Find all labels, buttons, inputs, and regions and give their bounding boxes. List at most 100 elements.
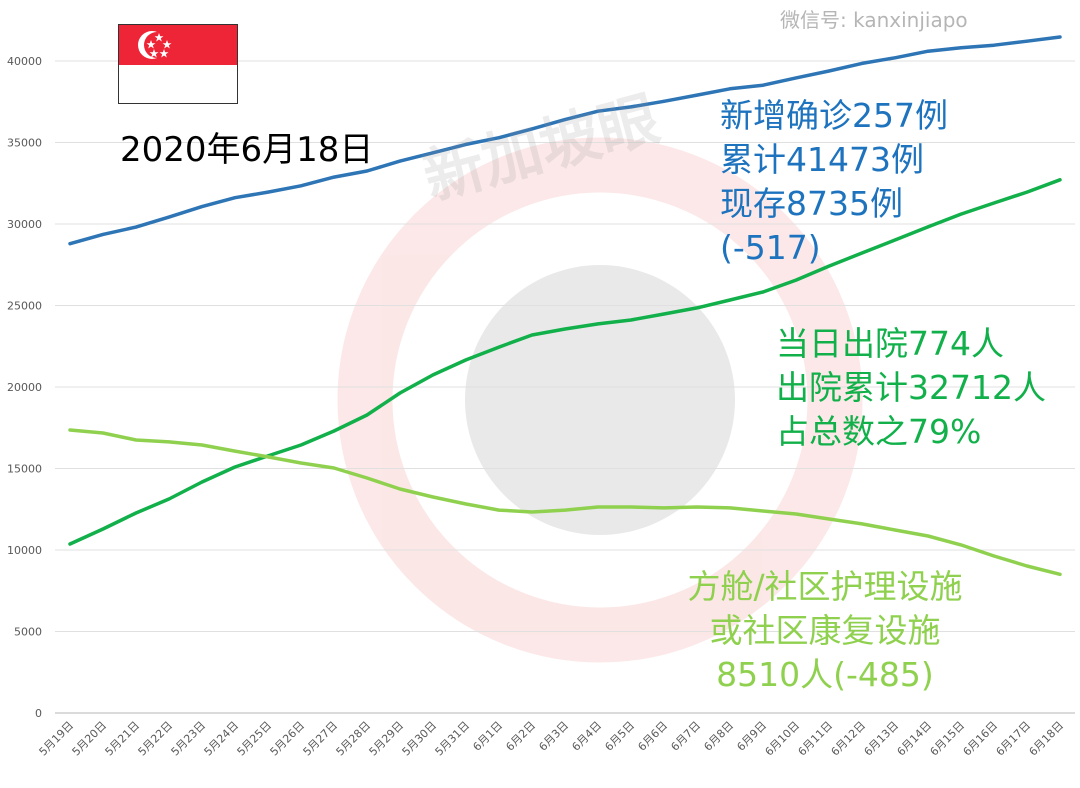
data-point [233,449,237,453]
x-tick-label: 6月8日 [701,719,736,754]
data-point [134,511,138,515]
data-point [662,99,666,103]
data-point [497,345,501,349]
x-tick-label: 5月19日 [37,719,77,759]
data-point [266,455,270,459]
x-tick-label: 5月23日 [169,719,209,759]
annotation-line: 累计41473例 [720,140,924,179]
x-tick-label: 5月20日 [70,719,110,759]
x-tick-label: 6月13日 [862,719,902,759]
x-tick-label: 6月7日 [668,719,703,754]
x-tick-label: 5月25日 [235,719,275,759]
data-point [530,127,534,131]
data-point [398,391,402,395]
data-point [299,443,303,447]
data-point [1025,190,1029,194]
annotation-line: 现存8735例 [720,184,903,223]
data-point [794,278,798,282]
data-point [497,508,501,512]
x-tick-label: 5月30日 [400,719,440,759]
data-point [959,543,963,547]
y-tick-label: 40000 [7,55,42,68]
data-point [992,554,996,558]
data-point [827,517,831,521]
data-point [398,159,402,163]
y-tick-label: 15000 [7,463,42,476]
data-point [860,251,864,255]
data-point [992,43,996,47]
data-point [596,505,600,509]
data-point [728,87,732,91]
data-point [563,118,567,122]
data-point [893,56,897,60]
y-tick-label: 30000 [7,218,42,231]
data-point [101,431,105,435]
data-point [233,465,237,469]
data-point [431,373,435,377]
data-point [761,509,765,513]
annotation-line: 8510人(-485) [716,655,934,694]
data-point [431,151,435,155]
data-point [728,298,732,302]
data-point [827,264,831,268]
confirmed-annotation: 新增确诊257例 累计41473例 现存8735例 (-517) [720,94,948,270]
x-tick-label: 6月5日 [602,719,637,754]
x-tick-label: 5月26日 [268,719,308,759]
annotation-line: 新增确诊257例 [720,96,948,135]
data-point [596,109,600,113]
data-point [860,522,864,526]
data-point [68,428,72,432]
data-point [431,495,435,499]
x-tick-label: 5月28日 [334,719,374,759]
annotation-line: 出院累计32712人 [776,368,1046,407]
data-point [629,318,633,322]
data-point [101,232,105,236]
data-point [1058,35,1062,39]
flag-stars [146,33,172,58]
data-point [167,440,171,444]
y-tick-label: 5000 [14,626,42,639]
data-point [332,466,336,470]
data-point [827,69,831,73]
x-tick-label: 5月24日 [202,719,242,759]
data-point [959,212,963,216]
data-point [629,105,633,109]
data-point [134,225,138,229]
data-point [596,322,600,326]
data-point [563,508,567,512]
data-point [332,429,336,433]
x-tick-label: 6月4日 [569,719,604,754]
annotation-line: 当日出院774人 [776,324,1004,363]
data-point [68,242,72,246]
x-tick-label: 6月3日 [536,719,571,754]
data-point [530,510,534,514]
annotation-line: 占总数之79% [776,412,982,451]
discharged-annotation: 当日出院774人 出院累计32712人 占总数之79% [776,322,1046,454]
data-point [794,512,798,516]
data-point [365,413,369,417]
y-tick-label: 10000 [7,544,42,557]
data-point [761,83,765,87]
data-point [1058,572,1062,576]
x-tick-label: 6月12日 [829,719,869,759]
wechat-watermark: 微信号: kanxinjiapo [780,8,968,32]
data-point [167,497,171,501]
data-point [68,542,72,546]
data-point [464,502,468,506]
data-point [266,190,270,194]
x-tick-label: 6月10日 [763,719,803,759]
x-tick-label: 5月22日 [136,719,176,759]
data-point [992,201,996,205]
data-point [794,76,798,80]
data-point [629,505,633,509]
data-point [233,196,237,200]
x-tick-label: 6月1日 [470,719,505,754]
singapore-flag [118,24,238,104]
data-point [893,528,897,532]
data-point [695,306,699,310]
data-point [926,225,930,229]
y-tick-label: 20000 [7,381,42,394]
data-point [1025,564,1029,568]
annotation-line: (-517) [720,228,821,267]
x-tick-label: 6月2日 [503,719,538,754]
